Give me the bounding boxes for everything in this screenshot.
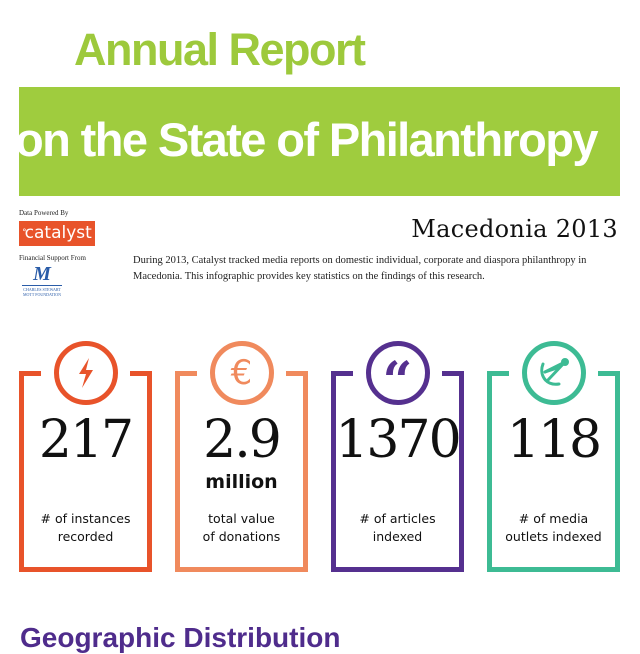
country-year-heading: Macedonia 2013 xyxy=(411,215,618,243)
catalyst-logo: °catalyst xyxy=(19,221,95,246)
intro-paragraph: During 2013, Catalyst tracked media repo… xyxy=(133,255,587,282)
financial-support-label: Financial Support From xyxy=(19,254,86,262)
section-title-geographic: Geographic Distribution xyxy=(20,622,341,653)
logo-dots-icon: ° xyxy=(22,228,27,238)
stat-value: 217 xyxy=(38,410,134,470)
report-title: Annual Report xyxy=(74,24,366,75)
stat-label: # of instances recorded xyxy=(40,511,131,544)
stat-card-media-outlets: 118 # of media outlets indexed xyxy=(487,341,620,572)
stat-card-instances: 217 # of instances recorded xyxy=(19,341,152,572)
stat-value: 118 xyxy=(506,410,602,470)
mott-foundation-logo: M CHARLES STEWART MOTT FOUNDATION xyxy=(19,264,65,298)
report-subtitle: on the State of Philanthropy xyxy=(19,113,598,166)
stat-card-donations: € 2.9 million total value of donations xyxy=(175,341,308,572)
quote-icon: “ xyxy=(365,341,430,408)
data-powered-label: Data Powered By xyxy=(19,209,69,217)
stat-unit: million xyxy=(205,471,278,493)
stat-card-articles: “ 1370 # of articles indexed xyxy=(331,341,464,572)
stat-label: total value of donations xyxy=(202,511,281,544)
stat-label: # of media outlets indexed xyxy=(505,511,602,544)
stat-label: # of articles indexed xyxy=(359,511,436,544)
lightning-icon xyxy=(53,341,118,405)
satellite-dish-icon xyxy=(521,341,586,405)
euro-icon: € xyxy=(209,341,274,405)
title-banner: on the State of Philanthropy xyxy=(19,87,620,196)
mott-logo-text: CHARLES STEWART MOTT FOUNDATION xyxy=(22,287,62,297)
stat-value: 1370 xyxy=(335,410,461,470)
stat-value: 2.9 xyxy=(203,410,282,470)
mott-logo-mark: M xyxy=(33,263,51,285)
